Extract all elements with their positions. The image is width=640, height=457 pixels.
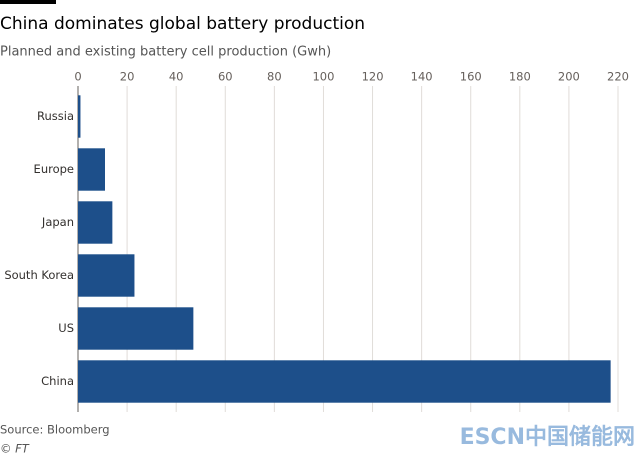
x-tick-label: 0 — [74, 70, 81, 84]
x-tick-label: 160 — [460, 70, 482, 84]
watermark: ESCN中国储能网 — [460, 424, 635, 450]
y-tick-label: Europe — [34, 162, 74, 176]
credit: © FT — [0, 442, 30, 456]
chart-title: China dominates global battery productio… — [0, 14, 365, 34]
y-tick-label: US — [58, 321, 74, 335]
x-tick-label: 140 — [411, 70, 433, 84]
x-tick-label: 80 — [267, 70, 282, 84]
y-tick-label: China — [41, 374, 74, 388]
y-tick-label: Russia — [37, 109, 74, 123]
x-tick-label: 200 — [558, 70, 580, 84]
bar — [78, 307, 194, 350]
bar — [78, 148, 105, 191]
bar — [78, 201, 113, 244]
x-tick-label: 40 — [169, 70, 184, 84]
x-tick-label: 100 — [312, 70, 334, 84]
chart-subtitle: Planned and existing battery cell produc… — [0, 45, 331, 60]
bar — [78, 254, 135, 297]
source: Source: Bloomberg — [0, 423, 110, 437]
x-tick-label: 60 — [218, 70, 233, 84]
y-tick-label: Japan — [41, 215, 74, 229]
y-tick-label: South Korea — [4, 268, 74, 282]
brand-bar — [0, 0, 56, 4]
x-tick-label: 120 — [362, 70, 384, 84]
bar — [78, 95, 81, 138]
x-tick-label: 20 — [120, 70, 135, 84]
bar — [78, 360, 611, 403]
x-tick-label: 220 — [607, 70, 629, 84]
x-tick-label: 180 — [509, 70, 531, 84]
